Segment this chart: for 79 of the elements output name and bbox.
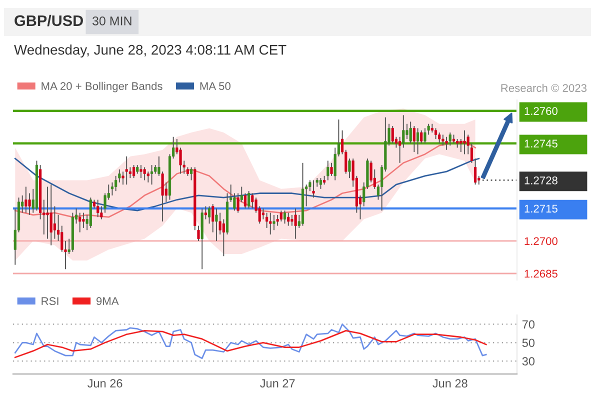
line-series xyxy=(14,330,487,358)
candlestick xyxy=(78,212,82,233)
y-tick-label: 1.2728 xyxy=(524,176,558,184)
candlestick xyxy=(330,162,333,176)
candlestick xyxy=(50,184,52,246)
y-tick-label: 1.2685 xyxy=(524,270,558,278)
candlestick xyxy=(348,158,351,179)
candlestick xyxy=(244,192,247,209)
line-series xyxy=(14,324,487,360)
candlestick xyxy=(110,182,114,196)
candlestick xyxy=(143,166,146,181)
candlestick xyxy=(150,164,154,186)
y-tick-label: 1.2745 xyxy=(524,140,558,148)
candlestick xyxy=(280,210,282,222)
candlestick xyxy=(460,138,462,153)
candlestick xyxy=(215,208,218,242)
candlestick xyxy=(146,171,150,183)
candlestick xyxy=(287,212,290,226)
candlestick xyxy=(190,166,193,181)
legend-label: MA 50 xyxy=(200,82,230,90)
y-tick-label: 70 xyxy=(522,320,535,329)
candlestick xyxy=(53,206,56,240)
y-tick-label: 1.2715 xyxy=(524,204,558,213)
chart-title: GBP/USD xyxy=(14,14,83,26)
x-tick-label: Jun 26 xyxy=(87,379,122,388)
candlestick xyxy=(208,206,211,224)
candlestick xyxy=(204,206,207,220)
x-tick-label: Jun 27 xyxy=(260,379,295,388)
candlestick xyxy=(290,214,294,226)
candlestick xyxy=(412,126,416,153)
candlestick xyxy=(248,190,250,209)
candlestick xyxy=(96,199,100,218)
y-tick-label: 50 xyxy=(522,338,535,348)
candlestick xyxy=(128,166,132,179)
candlestick xyxy=(251,192,254,209)
candlestick xyxy=(222,218,225,257)
candlestick xyxy=(424,128,426,144)
text: Research © 2023 xyxy=(501,84,587,92)
candlestick xyxy=(442,134,444,146)
candlestick xyxy=(391,126,394,144)
candlestick xyxy=(266,212,268,228)
candlestick xyxy=(420,130,423,144)
candlestick xyxy=(46,186,49,240)
candlestick xyxy=(445,136,448,150)
candlestick xyxy=(398,136,402,164)
candlestick xyxy=(132,164,136,179)
candlestick xyxy=(319,178,322,190)
candlestick xyxy=(326,160,330,181)
candlestick xyxy=(269,212,272,235)
candlestick xyxy=(312,180,315,198)
candlestick xyxy=(416,128,420,155)
candlestick xyxy=(276,214,279,226)
chart-subtitle: 30 MIN xyxy=(92,16,132,26)
legend-label: 9MA xyxy=(96,297,119,306)
candlestick xyxy=(125,156,128,186)
candlestick xyxy=(28,192,31,216)
candlestick xyxy=(434,128,438,140)
y-tick-label: 30 xyxy=(522,357,535,366)
candlestick xyxy=(262,208,264,220)
candlestick xyxy=(140,164,142,179)
legend-label: RSI xyxy=(42,297,58,306)
candlestick xyxy=(474,158,477,186)
legend-label: MA 20 + Bollinger Bands xyxy=(42,82,162,92)
text: Wednesday, June 28, 2023 4:08:11 AM CET xyxy=(14,44,286,58)
candlestick xyxy=(294,208,297,240)
y-tick-label: 1.2760 xyxy=(524,107,558,115)
candlestick xyxy=(406,123,408,140)
candlestick xyxy=(438,132,441,144)
candlestick xyxy=(448,132,452,146)
candlestick xyxy=(114,175,118,192)
candlestick xyxy=(197,225,200,242)
candlestick xyxy=(409,121,412,144)
y-tick-label: 1.2700 xyxy=(524,237,558,246)
x-tick-label: Jun 28 xyxy=(432,379,468,388)
candlestick xyxy=(283,210,286,224)
candlestick xyxy=(463,130,466,155)
candlestick xyxy=(272,214,276,231)
candlestick xyxy=(24,186,28,214)
candlestick xyxy=(82,212,85,228)
